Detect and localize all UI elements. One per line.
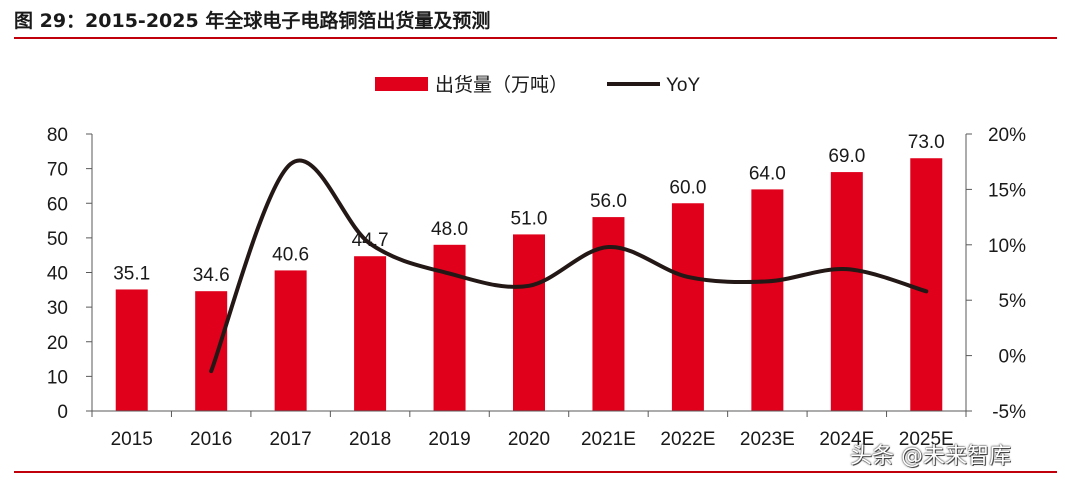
y-right-tick-label: 0% [999, 347, 1027, 368]
legend-line-label: YoY [666, 75, 700, 96]
legend-bar-label: 出货量（万吨） [435, 74, 568, 96]
yoy-line [209, 158, 929, 374]
bar-value-label-2023E: 64.0 [749, 163, 786, 184]
y-left-tick-label: 0 [57, 402, 68, 423]
bar-value-label-2022E: 60.0 [669, 177, 706, 198]
y-left-tick-label: 50 [47, 229, 68, 250]
x-tick-label-2017: 2017 [269, 429, 311, 450]
bar-value-label-2015: 35.1 [113, 263, 150, 284]
axes: 0 10 20 30 40 50 60 70 80 -5% 0% 5% 10% 15% 20% 2015 201… [47, 125, 1026, 450]
chart-title: 图 29：2015-2025 年全球电子电路铜箔出货量及预测 [14, 10, 491, 32]
x-tick-label-2021E: 2021E [581, 429, 636, 450]
y-left-tick-label: 20 [47, 333, 68, 354]
y-left-tick-label: 70 [47, 160, 68, 181]
x-tick-label-2022E: 2022E [660, 429, 715, 450]
y-left-tick-label: 80 [47, 125, 68, 146]
bar-value-label-2020: 51.0 [511, 208, 548, 229]
bar-2017 [274, 270, 307, 411]
watermark: 头条 @未来智库 [850, 444, 1011, 469]
bar-value-label-2016: 34.6 [193, 265, 230, 286]
bar-value-label-2024E: 69.0 [828, 146, 865, 167]
bar-value-label-2021E: 56.0 [590, 191, 627, 212]
bar-value-label-2017: 40.6 [272, 244, 309, 265]
bar-2016 [195, 291, 228, 411]
bar-2023E [751, 189, 784, 411]
bar-2025E [910, 158, 943, 411]
bottom-divider [14, 471, 1057, 473]
x-tick-label-2015: 2015 [111, 429, 153, 450]
bar-2018 [354, 256, 387, 411]
y-left-tick-label: 10 [47, 367, 68, 388]
y-right-tick-label: 20% [988, 125, 1026, 146]
bar-2020 [513, 234, 545, 411]
legend: 出货量（万吨） YoY [375, 74, 700, 96]
bar-2015 [115, 289, 148, 411]
x-tick-label-2025E: 2025E [899, 429, 954, 450]
bar-value-label-2025E: 73.0 [908, 132, 945, 153]
x-tick-label-2024E: 2024E [819, 429, 874, 450]
y-left-tick-label: 60 [47, 194, 68, 215]
bar-value-label-2019: 48.0 [431, 219, 468, 240]
x-tick-label-2018: 2018 [349, 429, 391, 450]
x-tick-label-2020: 2020 [508, 429, 550, 450]
y-left-tick-label: 30 [47, 298, 68, 319]
y-right-tick-label: 10% [988, 236, 1026, 257]
bar-2024E [830, 172, 863, 411]
x-tick-label-2019: 2019 [428, 429, 470, 450]
y-right-tick-label: 15% [988, 180, 1026, 201]
y-left-tick-label: 40 [47, 264, 68, 285]
y-right-tick-label: 5% [999, 291, 1027, 312]
title-divider [14, 37, 1057, 39]
x-tick-label-2023E: 2023E [740, 429, 795, 450]
bar-2022E [671, 203, 704, 411]
x-tick-label-2016: 2016 [190, 429, 232, 450]
y-right-tick-label: -5% [992, 402, 1026, 423]
legend-bar-swatch [375, 77, 428, 91]
yoy-line-series [209, 158, 929, 374]
